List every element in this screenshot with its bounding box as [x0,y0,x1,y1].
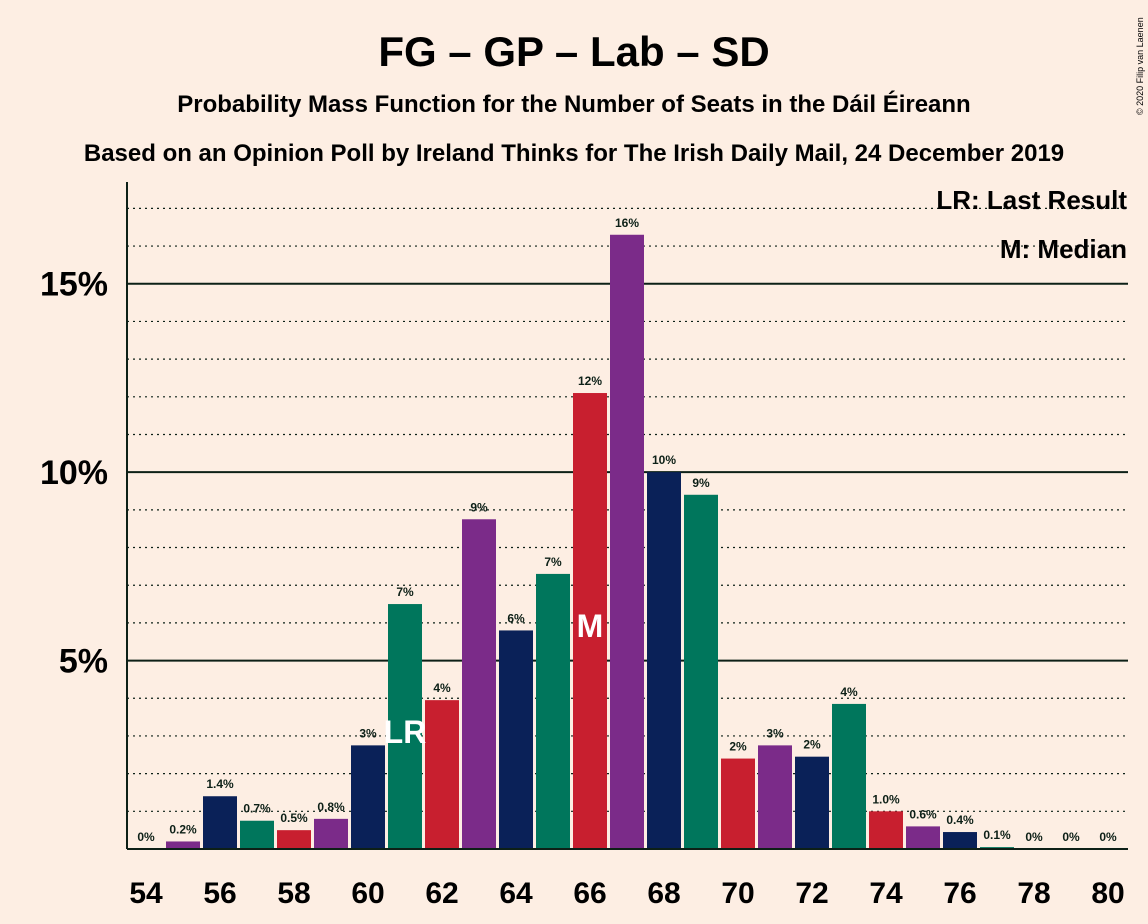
bar [573,393,607,849]
bar-value-label: 0% [1025,830,1043,844]
bar-markers: LR M [384,608,604,750]
bar-value-label: 0.1% [983,828,1011,842]
x-tick-label: 58 [277,877,310,910]
chart-subtitle: Probability Mass Function for the Number… [177,90,970,118]
bar [758,745,792,849]
bar-value-label: 0.2% [169,822,197,836]
x-tick-label: 54 [129,877,163,910]
bar [351,745,385,849]
x-tick-label: 56 [203,877,236,910]
bar [943,832,977,849]
x-tick-label: 68 [647,877,680,910]
bar-value-label: 3% [766,726,784,740]
bar-value-label: 4% [433,681,451,695]
bar-value-label: 6% [507,611,525,625]
bar-value-label: 0.5% [280,811,308,825]
bar [832,703,866,849]
bar [166,841,200,849]
chart-subtitle-poll: Based on an Opinion Poll by Ireland Thin… [84,140,1064,167]
last-result-marker: LR [384,714,427,750]
bar-value-label: 1.4% [206,777,234,791]
bar-value-label: 0% [1099,830,1117,844]
x-tick-label: 70 [721,877,754,910]
bar-value-label: 9% [470,500,488,514]
bar [462,519,496,849]
bar-value-label: 0.6% [909,807,937,821]
median-marker: M [577,608,604,644]
bar [647,472,681,849]
x-axis-ticks: 54 56 58 60 62 64 66 68 70 72 74 76 78 80 [129,877,1124,910]
bar-value-label: 2% [803,738,821,752]
y-axis-ticks: 5% 10% 15% [40,266,108,681]
bar [314,818,348,849]
x-tick-label: 60 [351,877,384,910]
legend-median: M: Median [1000,234,1127,264]
bar-value-label: 0.8% [317,800,345,814]
legend-last-result: LR: Last Result [936,185,1127,215]
x-tick-label: 78 [1017,877,1050,910]
bar [425,700,459,849]
bar-value-label: 9% [692,476,710,490]
bar [869,811,903,849]
bar [203,796,237,849]
bar [388,604,422,849]
bar [536,573,570,849]
chart-title: FG – GP – Lab – SD [378,28,769,75]
bar-value-label: 12% [578,374,602,388]
bar-value-label: 2% [729,740,747,754]
bar-value-label: 0.4% [946,813,974,827]
bar-value-label: 0% [1062,830,1080,844]
y-tick-label: 5% [59,643,108,681]
x-tick-label: 80 [1091,877,1124,910]
bar-value-label: 3% [359,726,377,740]
bar-value-label: 4% [840,685,858,699]
bar [277,830,311,849]
bar [721,758,755,849]
bar [684,494,718,849]
x-tick-label: 74 [869,877,903,910]
x-tick-label: 62 [425,877,458,910]
x-tick-label: 66 [573,877,606,910]
bar-value-label: 1.0% [872,792,900,806]
bar-value-label: 7% [396,585,414,599]
bar-value-label: 0% [137,830,155,844]
data-labels: 0% 0.2% 1.4% 0.7% 0.5% 0.8% 3% 7% 4% 9% 6% 7% 12% 16%… [137,216,1117,844]
x-tick-label: 76 [943,877,976,910]
bar [795,756,829,849]
y-tick-label: 15% [40,266,108,304]
grid-lines [127,207,1128,812]
copyright-note: © 2020 Filip van Laenen [1135,17,1145,115]
x-tick-label: 72 [795,877,828,910]
bar-value-label: 10% [652,453,676,467]
y-tick-label: 10% [40,454,108,492]
bar [610,234,644,849]
x-tick-label: 64 [499,877,533,910]
bar-value-label: 0.7% [243,802,271,816]
bar [240,820,274,849]
bar [906,826,940,849]
bar-value-label: 7% [544,555,562,569]
bar [499,630,533,849]
bar-value-label: 16% [615,216,639,230]
bars [166,234,1014,849]
